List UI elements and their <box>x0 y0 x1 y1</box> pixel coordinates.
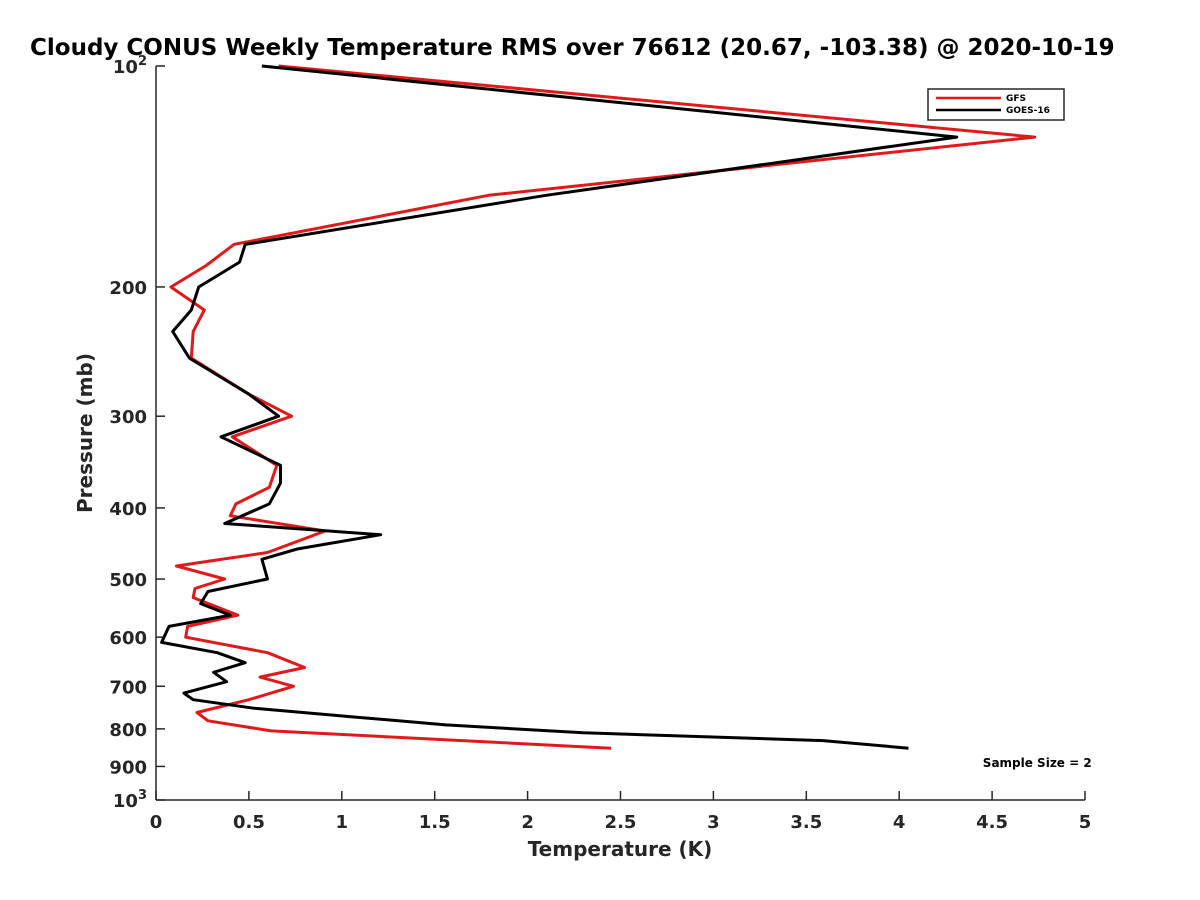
sample-size-annotation: Sample Size = 2 <box>983 756 1092 770</box>
y-axis-label: Pressure (mb) <box>73 353 97 513</box>
x-tick-label: 4 <box>893 812 906 833</box>
series-line-goes16 <box>160 64 959 750</box>
y-tick-base: 10 <box>113 57 138 78</box>
x-tick-label: 0 <box>150 812 163 833</box>
y-tick-label: 800 <box>109 720 147 741</box>
legend-label-goes16: GOES-16 <box>1006 106 1050 116</box>
y-tick-label: 900 <box>109 757 147 778</box>
x-tick-label: 1 <box>336 812 349 833</box>
x-axis-label: Temperature (K) <box>528 837 713 861</box>
x-tick-label: 5 <box>1079 812 1092 833</box>
y-tick-label: 102 <box>113 54 147 78</box>
y-tick-label: 200 <box>109 278 147 299</box>
legend: GFS GOES-16 <box>927 88 1065 121</box>
x-tick-label: 2 <box>521 812 534 833</box>
y-tick-label: 700 <box>109 677 147 698</box>
y-tick-exponent: 3 <box>138 788 147 803</box>
series-group <box>160 64 1037 750</box>
x-ticks: 0 0.5 1 1.5 2 2.5 3 3.5 4 4.5 5 <box>150 791 1092 833</box>
x-tick-label: 0.5 <box>233 812 265 833</box>
x-tick-label: 2.5 <box>605 812 637 833</box>
y-tick-base: 10 <box>113 791 138 812</box>
legend-box <box>927 88 1065 121</box>
y-tick-label: 500 <box>109 570 147 591</box>
y-tick-label: 103 <box>113 788 147 812</box>
y-tick-exponent: 2 <box>138 54 147 69</box>
series-line-gfs <box>169 64 1037 750</box>
x-tick-label: 1.5 <box>419 812 451 833</box>
y-tick-label: 600 <box>109 628 147 649</box>
legend-label-gfs: GFS <box>1006 94 1026 104</box>
y-tick-label: 400 <box>109 499 147 520</box>
chart-title: Cloudy CONUS Weekly Temperature RMS over… <box>30 35 1115 61</box>
x-tick-label: 3.5 <box>790 812 822 833</box>
x-tick-label: 3 <box>707 812 720 833</box>
x-tick-label: 4.5 <box>976 812 1008 833</box>
y-tick-label: 300 <box>109 407 147 428</box>
